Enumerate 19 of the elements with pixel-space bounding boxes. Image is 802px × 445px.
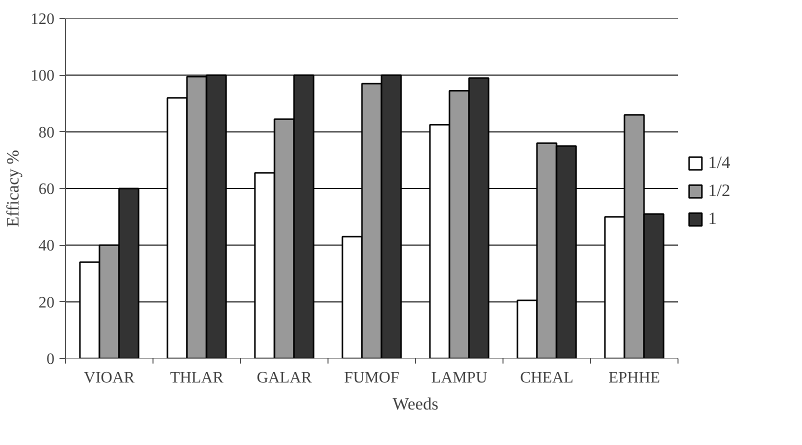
x-tick-label: VIOAR: [84, 370, 135, 386]
y-tick-label: 100: [30, 68, 54, 85]
y-tick-label: 20: [38, 294, 54, 312]
y-tick-label: 0: [46, 351, 54, 368]
y-tick-label: 60: [38, 181, 54, 198]
legend-label: 1/4: [708, 152, 730, 173]
x-tick-label: THLAR: [170, 370, 224, 386]
x-axis-title: Weeds: [392, 394, 439, 414]
y-tick-label: 120: [30, 11, 54, 28]
legend-label: 1/2: [708, 180, 730, 201]
x-tick-label: LAMPU: [431, 370, 488, 386]
y-tick-label: 80: [38, 124, 54, 142]
x-tick-label: GALAR: [256, 370, 312, 386]
y-axis-title: Efficacy %: [4, 150, 22, 228]
legend-label: 1: [708, 208, 718, 229]
x-tick-label: EPHHE: [608, 370, 660, 386]
x-tick-label: FUMOF: [344, 370, 400, 386]
x-tick-label: CHEAL: [520, 370, 574, 386]
y-tick-label: 40: [38, 238, 54, 255]
